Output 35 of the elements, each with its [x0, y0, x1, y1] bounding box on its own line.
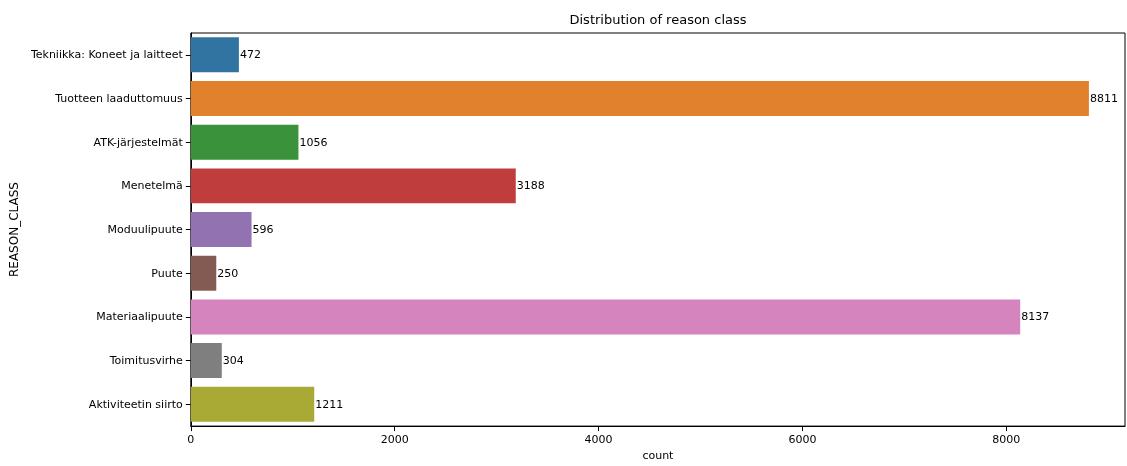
data-label: 8137	[1021, 310, 1050, 324]
data-label: 1056	[299, 135, 328, 149]
data-label: 1211	[315, 397, 344, 411]
bar	[190, 124, 299, 160]
bar	[190, 168, 516, 204]
y-tick-label: Aktiviteetin siirto	[88, 397, 184, 411]
data-label: 8811	[1089, 92, 1118, 106]
data-label: 304	[222, 354, 244, 368]
y-tick-label: Materiaalipuute	[96, 310, 184, 324]
bar	[190, 299, 1021, 335]
data-label: 3188	[516, 179, 545, 193]
y-tick-label: Tuotteen laaduttomuus	[54, 92, 184, 106]
bar	[190, 81, 1089, 116]
x-tick-label: 2000	[380, 433, 409, 447]
y-tick-label: ATK-järjestelmät	[93, 135, 184, 149]
data-label: 472	[239, 48, 261, 62]
y-tick-label: Moduulipuute	[107, 223, 184, 237]
y-tick-label: Puute	[151, 266, 184, 280]
data-label: 596	[252, 223, 274, 237]
x-tick-label: 6000	[788, 433, 817, 447]
bar	[190, 255, 217, 291]
bar	[190, 343, 222, 379]
chart-title: Distribution of reason class	[569, 12, 747, 27]
x-tick-label: 8000	[992, 433, 1021, 447]
y-tick-label: Toimitusvirhe	[108, 354, 184, 368]
bar	[190, 386, 315, 422]
y-tick-label: Tekniikka: Koneet ja laitteet	[29, 48, 184, 62]
data-label: 250	[217, 266, 239, 280]
x-axis-title: count	[642, 449, 675, 462]
x-tick-label: 4000	[584, 433, 613, 447]
y-axis-title: REASON_CLASS	[7, 182, 21, 278]
x-tick-label: 0	[187, 433, 195, 447]
bar	[190, 212, 252, 248]
bar	[190, 37, 239, 73]
y-tick-label: Menetelmä	[121, 179, 183, 193]
